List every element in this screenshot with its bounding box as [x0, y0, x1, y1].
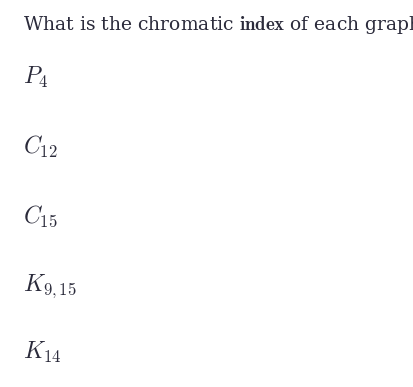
- Text: $C_{12}$: $C_{12}$: [23, 134, 57, 160]
- Text: $K_{9,15}$: $K_{9,15}$: [23, 272, 76, 300]
- Text: $P_{4}$: $P_{4}$: [23, 65, 47, 90]
- Text: $C_{15}$: $C_{15}$: [23, 204, 57, 229]
- Text: $K_{14}$: $K_{14}$: [23, 340, 61, 365]
- Text: What is the chromatic $\mathbf{index}$ of each graph?: What is the chromatic $\mathbf{index}$ o…: [23, 14, 413, 36]
